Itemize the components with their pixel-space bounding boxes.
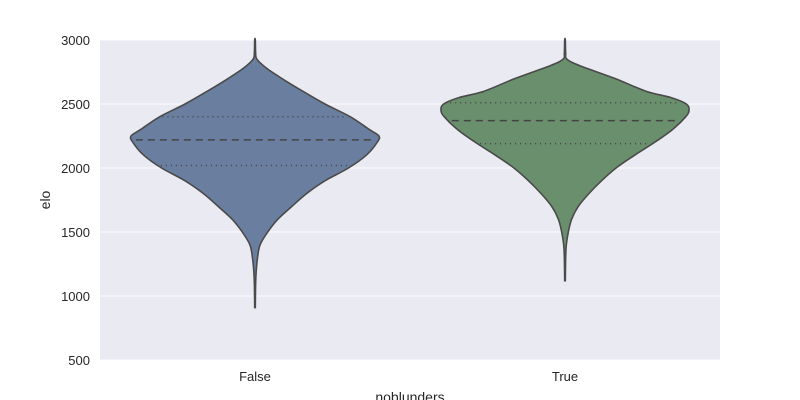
violins (129, 37, 690, 309)
y-tick-label: 500 (68, 353, 90, 368)
x-tick-labels: False True (239, 369, 578, 384)
violin-true (440, 37, 690, 282)
y-tick-labels: 500 1000 1500 2000 2500 3000 (61, 33, 90, 368)
y-tick-label: 2500 (61, 97, 90, 112)
y-tick-label: 3000 (61, 33, 90, 48)
y-tick-label: 1000 (61, 289, 90, 304)
x-axis-label: noblunders (375, 389, 444, 400)
y-tick-label: 1500 (61, 225, 90, 240)
y-axis-label: elo (37, 190, 53, 209)
violin-false (129, 37, 381, 309)
x-tick-label: True (552, 369, 578, 384)
x-tick-label: False (239, 369, 271, 384)
y-tick-label: 2000 (61, 161, 90, 176)
